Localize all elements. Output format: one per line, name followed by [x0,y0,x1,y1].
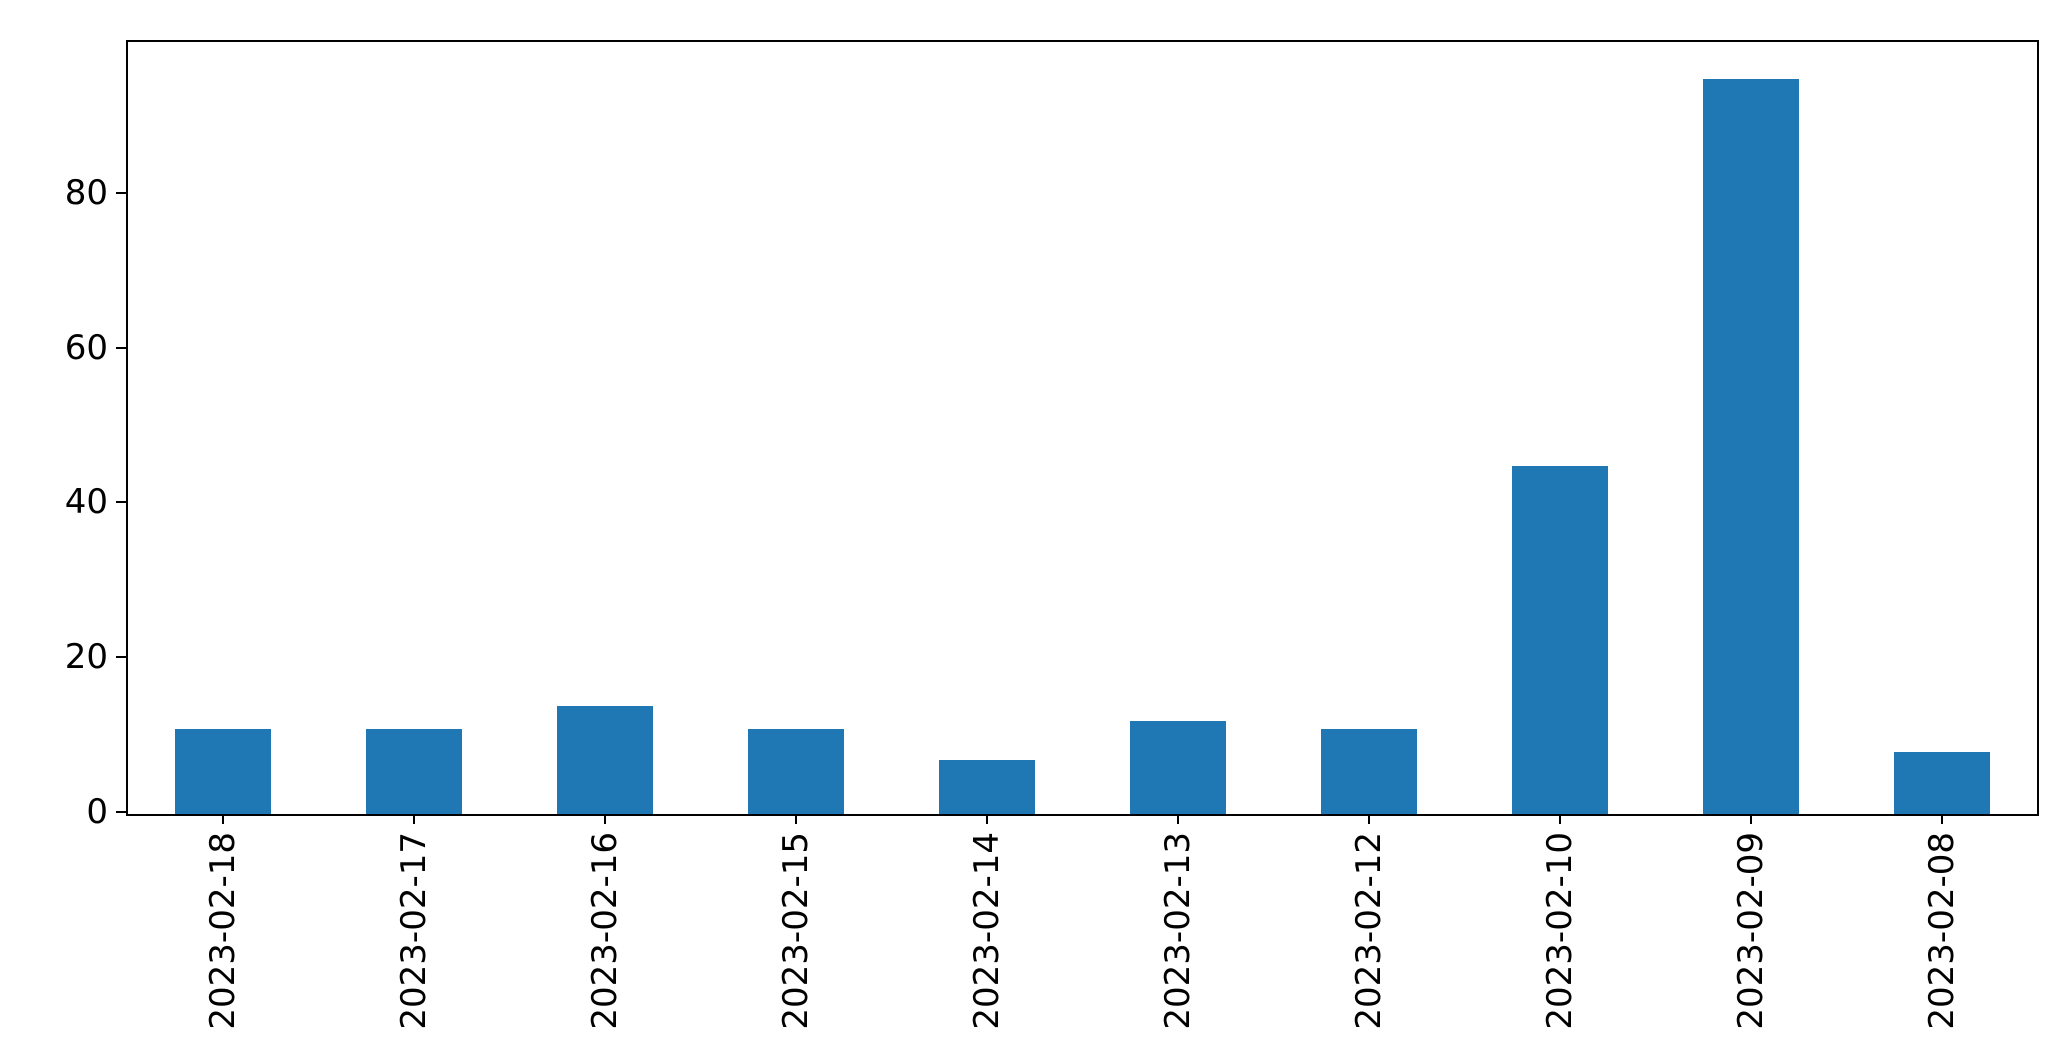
bar-slot [1083,42,1274,814]
y-tick-label: 0 [86,792,108,832]
bar-slot [1846,42,2037,814]
bar-slot [510,42,701,814]
bar-slot [319,42,510,814]
x-tick-label: 2023-02-16 [585,832,626,1030]
y-tick-mark [116,656,126,659]
x-tick-label: 2023-02-15 [776,832,817,1030]
x-tick-label: 2023-02-09 [1730,832,1771,1030]
x-tick-label: 2023-02-13 [1157,832,1198,1030]
bar-slot [1655,42,1846,814]
y-tick-label: 60 [64,327,108,368]
bar-2023-02-15 [748,728,845,814]
x-tick-mark [1940,814,1943,824]
x-tick-mark [1176,814,1179,824]
y-tick-mark [116,811,126,813]
x-tick-label: 2023-02-14 [967,832,1008,1030]
bar-slot [892,42,1083,814]
bar-2023-02-16 [557,705,654,814]
bar-2023-02-17 [366,728,463,814]
x-tick-mark [604,814,607,824]
x-tick-label: 2023-02-18 [203,832,244,1030]
x-tick-label: 2023-02-12 [1348,832,1389,1030]
y-tick-mark [116,501,126,504]
x-tick-mark [1558,814,1561,824]
x-tick-mark [413,814,416,824]
x-tick-mark [222,814,225,824]
bar-slot [701,42,892,814]
x-tick-mark [986,814,989,824]
bar-2023-02-14 [939,759,1036,814]
y-tick-label: 80 [64,172,108,213]
y-tick-mark [116,346,126,349]
bar-slot [128,42,319,814]
bars-container [128,42,2037,814]
bar-2023-02-12 [1320,728,1417,814]
bar-2023-02-13 [1129,721,1226,814]
x-tick-label: 2023-02-17 [394,832,435,1030]
bar-slot [1273,42,1464,814]
bar-2023-02-09 [1702,78,1799,814]
bar-2023-02-18 [175,728,272,814]
x-tick-mark [1367,814,1370,824]
x-tick-mark [795,814,798,824]
x-tick-label: 2023-02-08 [1921,832,1962,1030]
x-tick-mark [1749,814,1752,824]
x-tick-label: 2023-02-10 [1539,832,1580,1030]
plot-area [126,40,2039,816]
bar-slot [1464,42,1655,814]
y-tick-label: 20 [64,637,108,678]
bar-2023-02-08 [1893,752,1990,814]
y-tick-mark [116,191,126,194]
y-tick-label: 40 [64,482,108,523]
bar-2023-02-10 [1511,465,1608,814]
